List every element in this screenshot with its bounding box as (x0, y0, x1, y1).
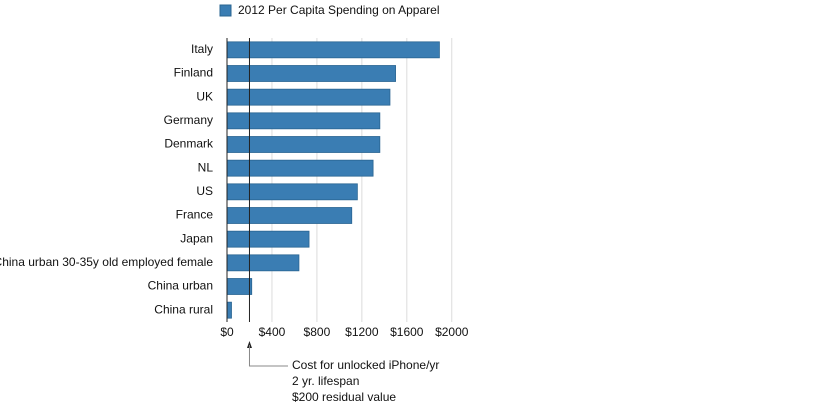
y-tick-label: France (176, 208, 214, 222)
y-tick-label: UK (196, 89, 213, 103)
annotation-text: Cost for unlocked iPhone/yr (292, 358, 439, 372)
y-tick-label: Finland (174, 66, 213, 80)
bar (226, 207, 353, 224)
y-tick-label: China urban 30-35y old employed female (0, 255, 213, 269)
bar (226, 65, 396, 82)
y-tick-label: Italy (191, 42, 213, 56)
bar (226, 159, 374, 177)
annotation-text: 2 yr. lifespan (292, 374, 359, 388)
legend-label: 2012 Per Capita Spending on Apparel (238, 3, 440, 17)
annotation-arrow (246, 341, 252, 348)
y-tick-label: Denmark (164, 137, 214, 151)
y-tick-label: NL (198, 160, 214, 174)
x-tick-label: $1600 (390, 325, 424, 339)
annotation-leader (248, 345, 288, 367)
y-tick-label: Germany (164, 113, 213, 127)
y-tick-label: China rural (154, 302, 213, 316)
bar (226, 301, 232, 319)
bar (226, 88, 391, 106)
y-tick-label: Japan (180, 231, 213, 245)
x-tick-label: $0 (220, 325, 234, 339)
bar (226, 230, 310, 248)
y-tick-label: US (196, 184, 213, 198)
bar (226, 278, 253, 295)
x-tick-label: $800 (304, 325, 331, 339)
bar (226, 41, 440, 59)
bar (226, 254, 300, 272)
annotation-text: $200 residual value (292, 390, 396, 404)
bar (226, 183, 358, 201)
x-tick-label: $2000 (435, 325, 469, 339)
x-tick-label: $400 (259, 325, 286, 339)
legend-swatch (219, 4, 232, 17)
x-tick-label: $1200 (345, 325, 379, 339)
y-tick-label: China urban (148, 279, 213, 293)
